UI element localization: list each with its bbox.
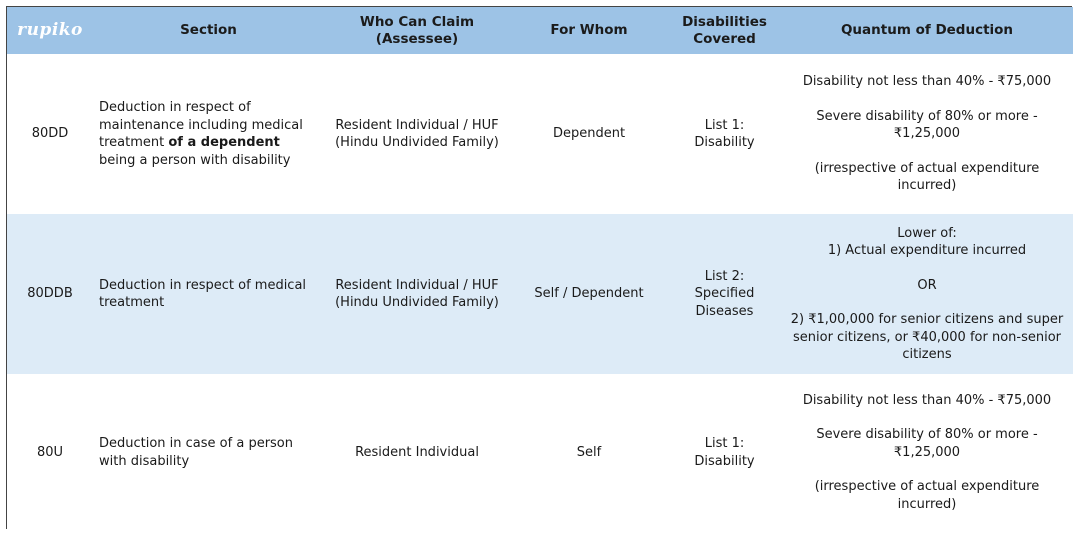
disabilities-covered: List 1: Disability xyxy=(668,374,781,531)
section-description: Deduction in case of a person with disab… xyxy=(93,374,324,531)
deductions-table-frame: rupiko Section Who Can Claim (Assessee) … xyxy=(6,6,1073,531)
header-section: Section xyxy=(180,22,237,38)
header-who-can-claim: Who Can Claim (Assessee) xyxy=(359,13,475,47)
description-text-end: being a person with disability xyxy=(99,152,291,168)
quantum-line: Disability not less than 40% - ₹75,000 xyxy=(802,74,1052,90)
description-text: Deduction in respect of maintenance incl… xyxy=(99,100,303,150)
quantum-line: 2) ₹1,00,000 for senior citizens and sup… xyxy=(790,312,1064,362)
section-code: 80U xyxy=(7,374,93,531)
section-code: 80DD xyxy=(7,54,93,214)
quantum-line: (irrespective of actual expenditure incu… xyxy=(814,160,1040,194)
quantum-line: (irrespective of actual expenditure incu… xyxy=(814,479,1040,512)
for-whom: Self / Dependent xyxy=(510,214,668,374)
quantum-line: Severe disability of 80% or more - ₹1,25… xyxy=(816,108,1038,142)
quantum-of-deduction: Disability not less than 40% - ₹75,000 S… xyxy=(781,374,1073,531)
section-description: Deduction in respect of maintenance incl… xyxy=(93,54,324,214)
table-row: 80DD Deduction in respect of maintenance… xyxy=(7,54,1073,214)
deductions-table: rupiko Section Who Can Claim (Assessee) … xyxy=(7,7,1073,531)
quantum-line: Disability not less than 40% - ₹75,000 xyxy=(802,392,1052,408)
header-disabilities-covered: Disabilities Covered xyxy=(682,13,767,47)
rupiko-logo: rupiko xyxy=(17,19,83,40)
disabilities-covered: List 2: Specified Diseases xyxy=(668,214,781,374)
section-code: 80DDB xyxy=(7,214,93,374)
who-can-claim: Resident Individual xyxy=(324,374,510,531)
for-whom: Dependent xyxy=(510,54,668,214)
logo-cell: rupiko xyxy=(7,7,93,54)
description-bold-text: of a dependent xyxy=(168,135,280,150)
quantum-of-deduction: Disability not less than 40% - ₹75,000 S… xyxy=(781,54,1073,214)
header-row: rupiko Section Who Can Claim (Assessee) … xyxy=(7,7,1073,54)
header-quantum: Quantum of Deduction xyxy=(840,22,1014,38)
quantum-or: OR xyxy=(917,277,937,293)
table-row: 80U Deduction in case of a person with d… xyxy=(7,374,1073,531)
section-description: Deduction in respect of medical treatmen… xyxy=(93,214,324,374)
header-for-whom: For Whom xyxy=(550,22,628,38)
quantum-line: Severe disability of 80% or more - ₹1,25… xyxy=(816,427,1038,460)
who-can-claim: Resident Individual / HUF (Hindu Undivid… xyxy=(324,54,510,214)
quantum-line: Lower of: xyxy=(897,225,957,241)
who-can-claim: Resident Individual / HUF (Hindu Undivid… xyxy=(324,214,510,374)
disabilities-covered: List 1: Disability xyxy=(668,54,781,214)
for-whom: Self xyxy=(510,374,668,531)
quantum-of-deduction: Lower of: 1) Actual expenditure incurred… xyxy=(781,214,1073,374)
table-row: 80DDB Deduction in respect of medical tr… xyxy=(7,214,1073,374)
quantum-line: 1) Actual expenditure incurred xyxy=(827,243,1027,258)
